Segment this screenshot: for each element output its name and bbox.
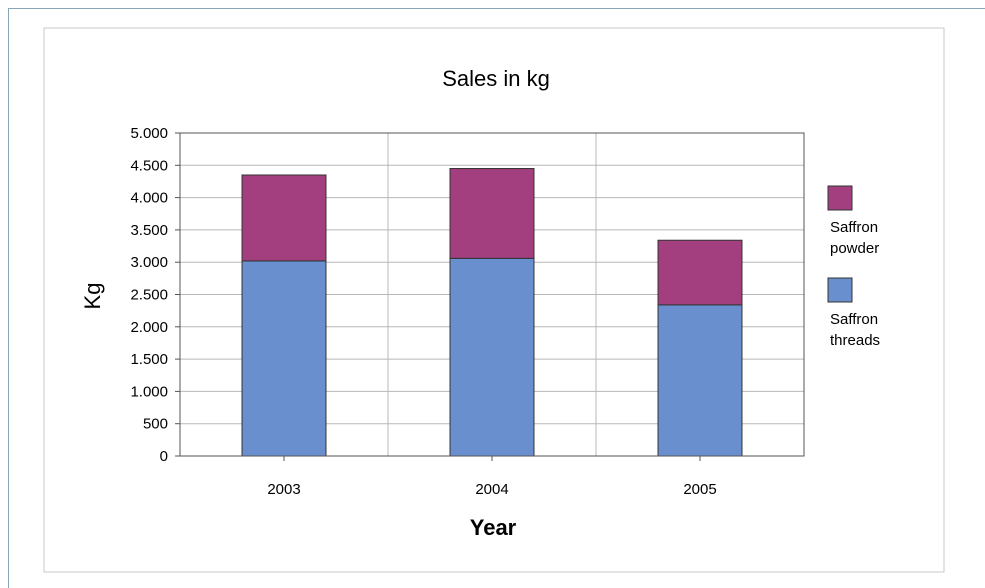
- bar-segment: [241, 174, 327, 262]
- x-tick-label: 2004: [475, 481, 508, 498]
- plot-border: [179, 132, 805, 457]
- y-tick-label: 4.000: [130, 190, 168, 207]
- bars: [241, 168, 743, 457]
- legend-swatch: [827, 185, 853, 211]
- y-tick-labels: 0 500 1.000 1.500 2.000 2.500 3.000 3.500 4.000 4…: [130, 125, 168, 465]
- bar-segment: [657, 304, 743, 457]
- y-tick-label: 4.500: [130, 157, 168, 174]
- y-tick-label: 3.000: [130, 254, 168, 271]
- y-tick-label: 5.000: [130, 125, 168, 142]
- y-tick-label: 0: [160, 448, 168, 465]
- legend-label: powder: [830, 240, 879, 257]
- y-axis-title: Kg: [80, 283, 105, 310]
- y-tick-label: 1.500: [130, 351, 168, 368]
- page-frame: [8, 8, 985, 588]
- bar-segment: [449, 257, 535, 457]
- legend: Saffron powder Saffron threads: [827, 185, 880, 349]
- y-tick-label: 2.500: [130, 287, 168, 304]
- axes: [175, 132, 805, 461]
- chart-title: Sales in kg: [442, 66, 550, 91]
- y-tick-label: 500: [143, 416, 168, 433]
- x-tick-labels: 2003 2004 2005: [267, 481, 716, 498]
- y-tick-label: 1.000: [130, 383, 168, 400]
- y-tick-label: 2.000: [130, 319, 168, 336]
- x-tick-label: 2005: [683, 481, 716, 498]
- legend-label: Saffron: [830, 219, 878, 236]
- y-tick-label: 3.500: [130, 222, 168, 239]
- x-tick-label: 2003: [267, 481, 300, 498]
- legend-swatch: [827, 277, 853, 303]
- x-axis-title: Year: [470, 515, 517, 540]
- legend-label: Saffron: [830, 311, 878, 328]
- bar-segment: [449, 168, 535, 259]
- legend-label: threads: [830, 332, 880, 349]
- bar-segment: [241, 260, 327, 457]
- bar-segment: [657, 239, 743, 306]
